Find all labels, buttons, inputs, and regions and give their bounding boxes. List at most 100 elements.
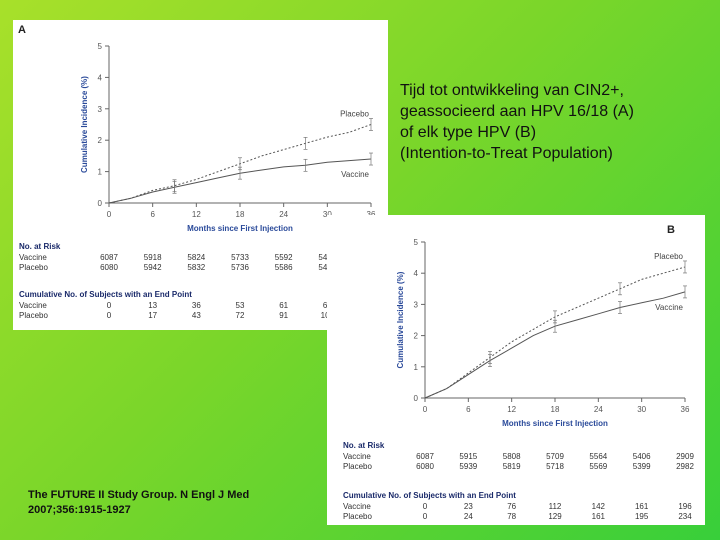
y-axis-title: Cumulative Incidence (%) (80, 76, 89, 173)
a-series-label-vaccine: Vaccine (341, 170, 369, 179)
y-tick-label: 1 (98, 168, 103, 177)
y-tick-label: 4 (98, 73, 103, 82)
slide-title: Tijd tot ontwikkeling van CIN2+, geassoc… (400, 80, 710, 164)
end-point-table-cell: 78 (507, 512, 516, 521)
x-tick-label: 6 (150, 210, 155, 219)
at-risk-row-label: Vaccine (19, 253, 47, 262)
end-point-table-cell: 61 (279, 301, 288, 310)
at-risk-table-cell: 2909 (676, 452, 694, 461)
x-tick-label: 6 (466, 405, 471, 414)
end-point-table-cell: 234 (678, 512, 692, 521)
at-risk-table-cell: 5399 (633, 462, 651, 471)
citation-line-2: 2007;356:1915-1927 (28, 504, 131, 516)
x-axis-title: Months since First Injection (502, 419, 608, 428)
x-tick-label: 12 (192, 210, 201, 219)
y-tick-label: 5 (98, 42, 103, 51)
y-tick-label: 3 (414, 300, 419, 309)
y-tick-label: 0 (98, 199, 103, 208)
x-tick-label: 18 (236, 210, 245, 219)
at-risk-table-cell: 5718 (546, 462, 564, 471)
end-point-table-cell: 43 (192, 311, 201, 320)
end-point-table-cell: 112 (549, 502, 562, 511)
panel-label-b: B (667, 224, 675, 236)
end-point-table-cell: 72 (236, 311, 245, 320)
at-risk-table-cell: 6080 (416, 462, 434, 471)
end-point-table-cell: 76 (507, 502, 516, 511)
end-point-table-cell: 91 (279, 311, 288, 320)
end-point-table-cell: 13 (148, 301, 157, 310)
y-tick-label: 2 (414, 332, 419, 341)
at-risk-table-cell: 5586 (275, 263, 293, 272)
y-tick-label: 1 (414, 363, 419, 372)
y-tick-label: 2 (98, 136, 103, 145)
x-tick-label: 0 (423, 405, 428, 414)
at-risk-table-cell: 5736 (231, 263, 249, 272)
at-risk-table-cell: 5406 (633, 452, 651, 461)
end-point-table-cell: 0 (423, 512, 428, 521)
title-line-4: (Intention-to-Treat Population) (400, 145, 613, 162)
at-risk-table-cell: 5592 (275, 253, 293, 262)
end-point-row-label: Vaccine (19, 301, 47, 310)
end-point-table-cell: 23 (464, 502, 473, 511)
y-tick-label: 3 (98, 105, 103, 114)
citation: The FUTURE II Study Group. N Engl J Med … (28, 488, 308, 518)
at-risk-table-cell: 5819 (503, 462, 521, 471)
at-risk-table-cell: 5733 (231, 253, 249, 262)
a-series-label-placebo: Placebo (340, 110, 369, 119)
at-risk-table-cell: 5939 (459, 462, 477, 471)
y-tick-label: 0 (414, 394, 419, 403)
at-risk-table-cell: 5569 (589, 462, 607, 471)
x-tick-label: 30 (637, 405, 646, 414)
y-tick-label: 5 (414, 238, 419, 247)
end-point-table-cell: 129 (548, 512, 562, 521)
x-tick-label: 36 (367, 210, 376, 219)
at-risk-table-cell: 6087 (100, 253, 118, 262)
end-point-table-cell: 161 (635, 502, 649, 511)
b-series-line-vaccine (424, 291, 686, 399)
x-tick-label: 30 (323, 210, 332, 219)
at-risk-table-cell: 5709 (546, 452, 564, 461)
at-risk-table-header: No. at Risk (343, 441, 385, 450)
at-risk-table-cell: 2982 (676, 462, 694, 471)
at-risk-table-cell: 5832 (187, 263, 205, 272)
end-point-table-cell: 0 (107, 301, 112, 310)
at-risk-table-cell: 5824 (187, 253, 205, 262)
y-tick-label: 4 (414, 269, 419, 278)
end-point-table-cell: 17 (148, 311, 157, 320)
end-point-table-cell: 53 (236, 301, 245, 310)
at-risk-table-cell: 5918 (144, 253, 162, 262)
end-point-table-cell: 161 (592, 512, 606, 521)
end-point-table-cell: 196 (678, 502, 692, 511)
x-tick-label: 0 (107, 210, 112, 219)
end-point-table-cell: 195 (635, 512, 649, 521)
end-point-table-cell: 142 (592, 502, 606, 511)
end-point-table-header: Cumulative No. of Subjects with an End P… (19, 290, 192, 299)
end-point-table-cell: 36 (192, 301, 201, 310)
at-risk-table-cell: 5808 (503, 452, 521, 461)
x-tick-label: 24 (594, 405, 603, 414)
y-axis-title: Cumulative Incidence (%) (396, 271, 405, 368)
x-axis-title: Months since First Injection (187, 224, 293, 233)
end-point-row-label: Vaccine (343, 502, 371, 511)
x-tick-label: 24 (279, 210, 288, 219)
at-risk-row-label: Vaccine (343, 452, 371, 461)
b-series-label-placebo: Placebo (654, 252, 683, 261)
title-line-2: geassocieerd aan HPV 16/18 (A) (400, 103, 634, 120)
end-point-table-cell: 0 (107, 311, 112, 320)
at-risk-row-label: Placebo (19, 263, 48, 272)
end-point-row-label: Placebo (343, 512, 372, 521)
x-tick-label: 12 (507, 405, 516, 414)
end-point-table-header: Cumulative No. of Subjects with an End P… (343, 491, 516, 500)
title-line-1: Tijd tot ontwikkeling van CIN2+, (400, 82, 624, 99)
x-tick-label: 36 (681, 405, 690, 414)
x-tick-label: 18 (551, 405, 560, 414)
b-series-label-vaccine: Vaccine (655, 303, 683, 312)
end-point-table-cell: 0 (423, 502, 428, 511)
panel-label-a: A (18, 24, 26, 36)
end-point-table-cell: 24 (464, 512, 473, 521)
end-point-row-label: Placebo (19, 311, 48, 320)
title-line-3: of elk type HPV (B) (400, 124, 537, 141)
at-risk-row-label: Placebo (343, 462, 372, 471)
